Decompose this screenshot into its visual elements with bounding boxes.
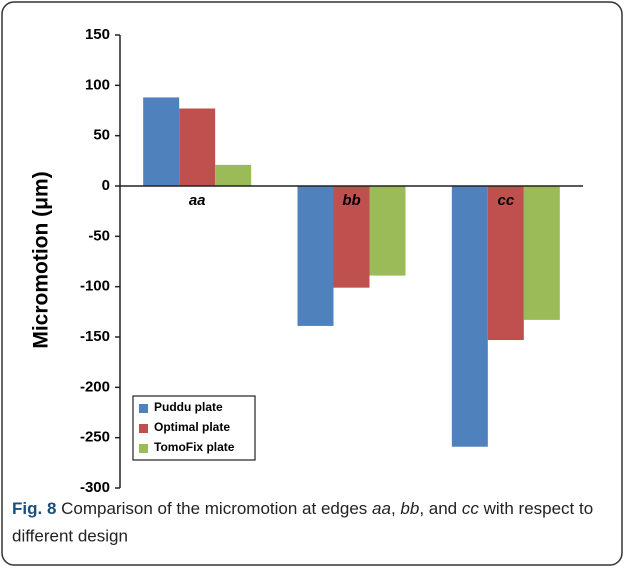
y-axis-label: Micromotion (μm) (30, 171, 53, 348)
bar (143, 97, 180, 186)
legend-swatch (139, 404, 148, 413)
bar (487, 186, 524, 341)
caption-text: , and (419, 499, 462, 518)
x-tick-label: cc (497, 192, 514, 209)
y-tick-label: 100 (85, 76, 110, 93)
caption-text: bb (400, 499, 419, 518)
y-tick-label: 0 (102, 177, 110, 194)
bar (369, 186, 406, 276)
y-tick-label: 150 (85, 26, 110, 43)
plot: -300 -250 -200 -150 -100 -50 0 50 100 150 aa bb cc Pu… (80, 26, 583, 496)
y-tick-label: -100 (80, 278, 110, 295)
y-tick-label: -200 (80, 378, 110, 395)
caption-text: cc (462, 499, 480, 518)
legend-label: Optimal plate (154, 420, 230, 434)
x-tick-label: aa (189, 192, 206, 209)
y-tick-label: -250 (80, 429, 110, 446)
bar (215, 164, 252, 186)
y-tick-label: -50 (88, 227, 110, 244)
caption-text: Comparison of the micromotion at edges (56, 499, 372, 518)
bar (333, 186, 370, 288)
legend-label: Puddu plate (154, 400, 223, 414)
figure-border (1, 1, 623, 566)
bar (179, 108, 216, 186)
caption-text: with respect to (479, 499, 593, 518)
legend-box (132, 395, 256, 461)
bar (451, 186, 488, 447)
y-tick-label: -150 (80, 328, 110, 345)
caption-text: aa (372, 499, 391, 518)
x-tick-label: bb (342, 192, 360, 209)
caption: Fig. 8 Comparison of the micromotion at … (12, 499, 593, 518)
legend-label: TomoFix plate (154, 440, 235, 454)
y-tick-label: 50 (93, 127, 110, 144)
caption-label: Fig. 8 (12, 499, 56, 518)
caption-text: different design (12, 526, 128, 545)
bar (523, 186, 560, 320)
bar (297, 186, 334, 326)
caption-text: , (391, 499, 400, 518)
legend-swatch (139, 424, 148, 433)
y-tick-label: -300 (80, 479, 110, 496)
legend-swatch (139, 444, 148, 453)
